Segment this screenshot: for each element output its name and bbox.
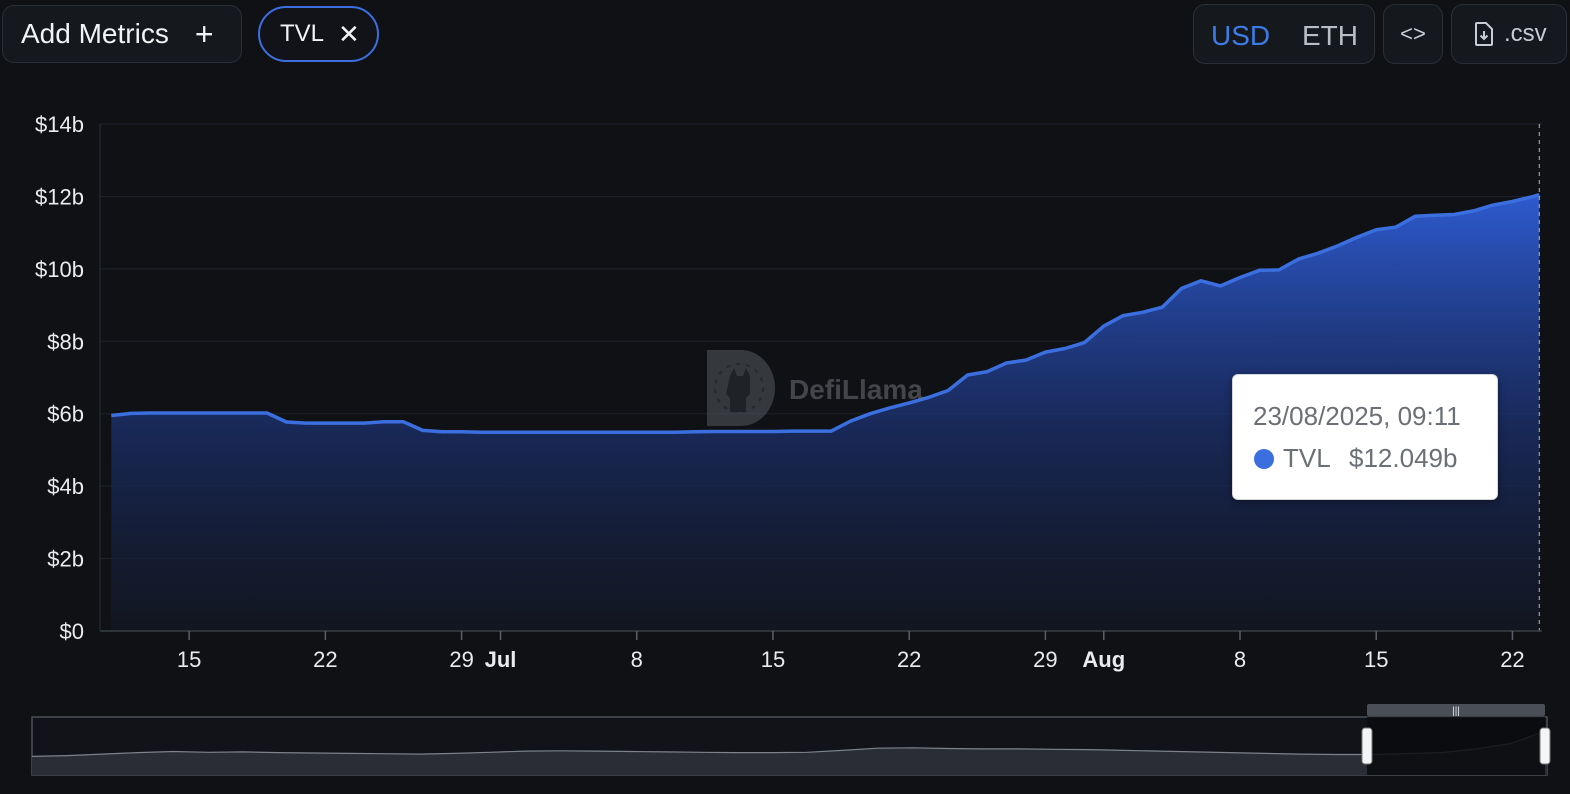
x-tick-label: 29 (449, 647, 473, 672)
y-tick-label: $4b (47, 474, 84, 499)
navigator-overview-line (31, 729, 1548, 757)
metric-chip-label: TVL (280, 20, 325, 47)
y-tick-label: $6b (47, 402, 84, 427)
x-tick-label: 22 (1500, 647, 1524, 672)
y-tick-label: $8b (47, 329, 84, 354)
plus-icon: + (194, 15, 214, 52)
close-icon[interactable]: ✕ (338, 18, 360, 49)
y-tick-label: $14b (35, 112, 84, 137)
x-tick-label: 15 (177, 647, 201, 672)
watermark: DefiLlama (703, 346, 943, 430)
csv-label: .csv (1504, 20, 1547, 47)
navigator-right-handle[interactable] (1539, 727, 1551, 765)
tooltip-series-name: TVL (1283, 443, 1331, 473)
code-icon: <> (1400, 21, 1426, 46)
x-tick-label: 22 (313, 647, 337, 672)
navigator-drag-bar[interactable] (1367, 704, 1545, 716)
area-fill (111, 194, 1540, 631)
x-tick-label: Aug (1082, 647, 1125, 672)
grip-icon: ||| (1452, 706, 1460, 717)
metric-chip-tvl[interactable]: TVL ✕ (258, 6, 379, 62)
x-tick-label: 8 (1234, 647, 1246, 672)
currency-toggle: USD ETH (1193, 4, 1375, 64)
watermark-text: DefiLlama (789, 374, 923, 405)
x-axis: 15 22 29 Jul 8 15 22 29 Aug 8 15 22 (99, 124, 1542, 672)
llama-logo-icon (707, 350, 775, 426)
x-tick-label: 15 (1364, 647, 1388, 672)
x-tick-label: Jul (485, 647, 517, 672)
range-navigator[interactable]: ||| (31, 704, 1551, 776)
y-axis: $0 $2b $4b $6b $8b $10b $12b $14b (35, 112, 84, 644)
x-tick-label: 15 (761, 647, 785, 672)
add-metrics-label: Add Metrics (21, 18, 169, 49)
x-tick-label: 8 (631, 647, 643, 672)
csv-download-button[interactable]: .csv (1451, 4, 1567, 64)
y-tick-label: $2b (47, 547, 84, 572)
chart-tooltip: 23/08/2025, 09:11 TVL $12.049b (1232, 374, 1498, 500)
add-metrics-button[interactable]: Add Metrics + (2, 5, 242, 63)
y-tick-label: $0 (60, 619, 84, 644)
embed-button[interactable]: <> (1383, 4, 1443, 64)
y-tick-label: $12b (35, 184, 84, 209)
file-download-icon (1475, 22, 1493, 46)
y-tick-label: $10b (35, 257, 84, 282)
x-tick-label: 22 (897, 647, 921, 672)
navigator-selection[interactable] (1367, 717, 1545, 775)
tooltip-value: $12.049b (1349, 443, 1458, 473)
series-color-dot (1254, 449, 1274, 469)
currency-eth-option[interactable]: ETH (1302, 20, 1358, 51)
tvl-area (111, 124, 1540, 631)
navigator-left-handle[interactable] (1361, 727, 1373, 765)
currency-usd-option[interactable]: USD (1211, 20, 1271, 51)
tvl-line (111, 193, 1540, 434)
tooltip-date: 23/08/2025, 09:11 (1253, 401, 1461, 431)
x-tick-label: 29 (1033, 647, 1057, 672)
